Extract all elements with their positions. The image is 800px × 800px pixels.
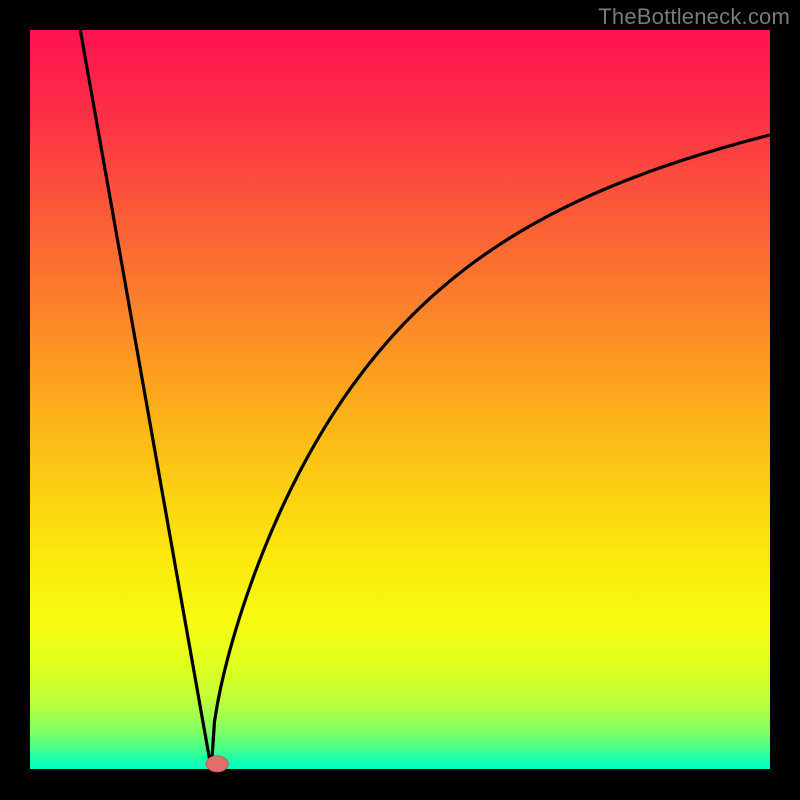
attribution-label: TheBottleneck.com: [598, 4, 790, 30]
sweet-spot-marker: [206, 756, 228, 772]
bottleneck-chart: [0, 0, 800, 800]
chart-container: { "attribution": "TheBottleneck.com", "c…: [0, 0, 800, 800]
